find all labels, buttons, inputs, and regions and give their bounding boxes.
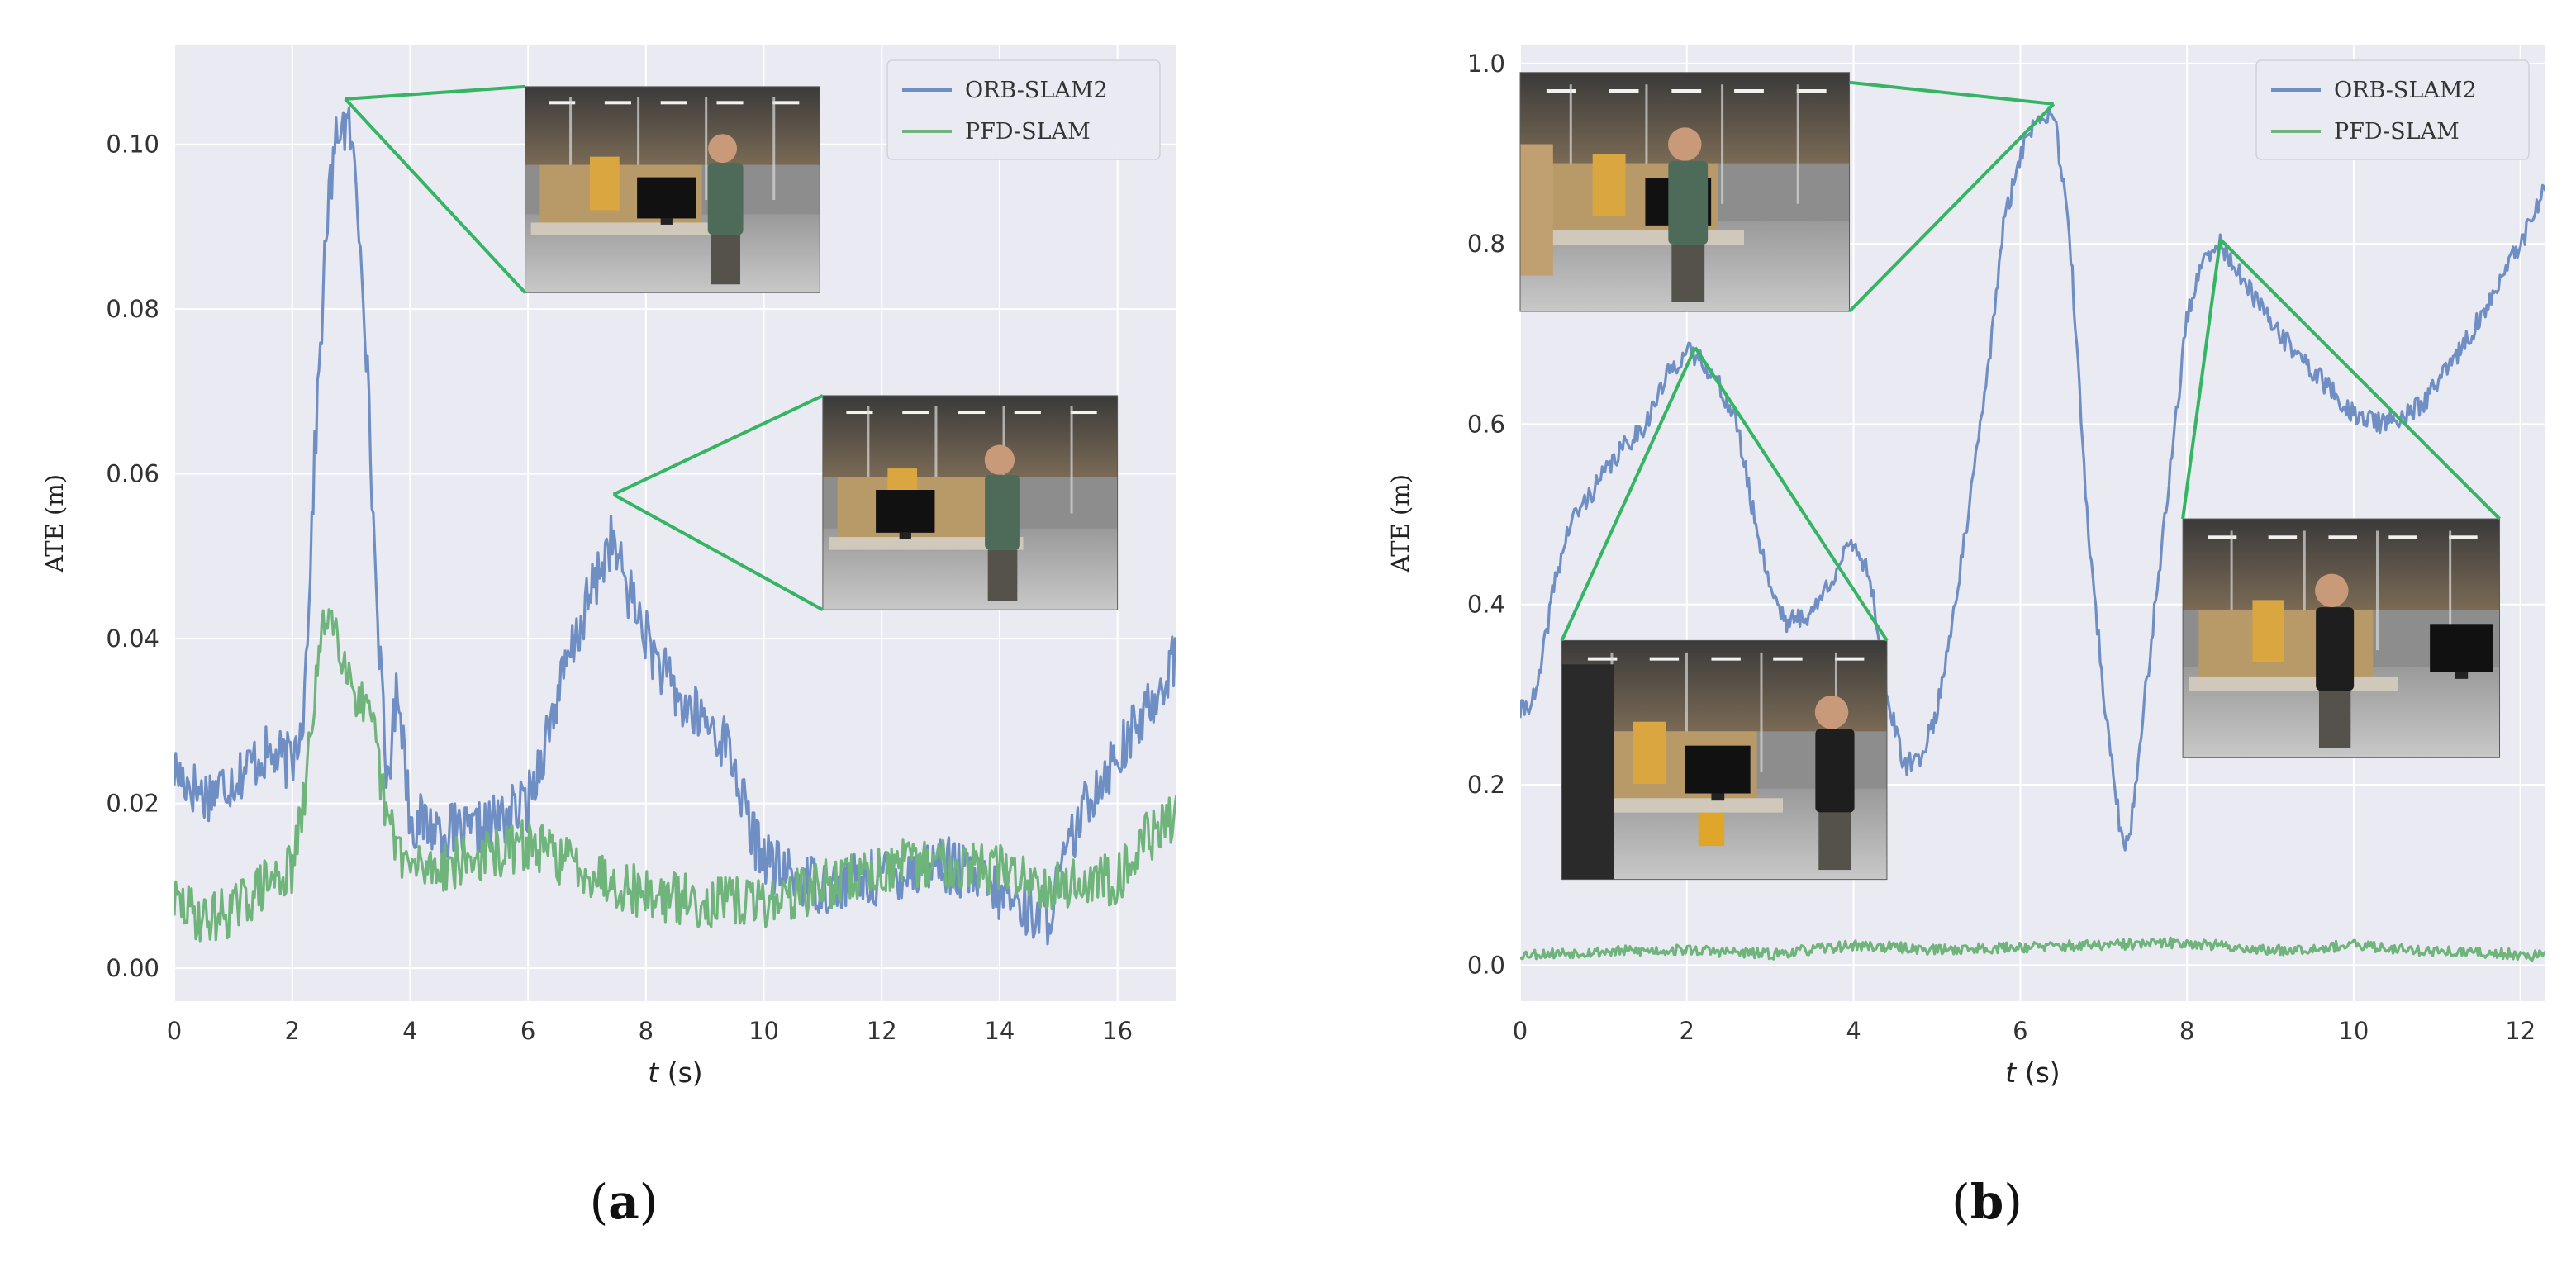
inset-b3 bbox=[2181, 238, 2501, 758]
zoom-line bbox=[612, 492, 824, 611]
y-tick-label: 0.0 bbox=[1467, 951, 1505, 979]
legend-entry: PFD-SLAM bbox=[965, 119, 1091, 145]
inset-photo bbox=[525, 86, 820, 293]
x-tick-label: 12 bbox=[2505, 1017, 2536, 1045]
zoom-line bbox=[1849, 80, 2054, 106]
zoom-line bbox=[345, 84, 525, 101]
x-tick-label: 2 bbox=[1680, 1017, 1694, 1045]
x-axis-variable: t bbox=[2005, 1057, 2017, 1089]
chart-panel-b: 0 2 4 6 8 10 12 0.0 0.2 0.4 0.6 0.8 1.0 t (s) ATE (m) O… bbox=[1386, 45, 2545, 1230]
legend-entry: ORB-SLAM2 bbox=[2334, 78, 2477, 103]
x-tick-label: 10 bbox=[749, 1017, 779, 1045]
y-tick-label: 0.4 bbox=[1467, 591, 1505, 619]
series-line-orb-slam2 bbox=[1520, 106, 2545, 852]
chart-panel-a: 0 2 4 6 8 10 12 14 16 0.00 0.02 0.04 0.06 0.08 0.10 t (… bbox=[40, 45, 1176, 1230]
y-tick-label: 0.08 bbox=[106, 295, 159, 323]
x-axis-unit: (s) bbox=[2016, 1057, 2060, 1089]
x-tick-label: 14 bbox=[984, 1017, 1015, 1045]
x-tick-label: 4 bbox=[402, 1017, 417, 1045]
inset-photo bbox=[1519, 72, 1851, 312]
series-lines bbox=[174, 107, 1176, 946]
y-axis-label: ATE (m) bbox=[1386, 474, 1414, 573]
zoom-line bbox=[344, 97, 527, 294]
inset-photo bbox=[822, 395, 1119, 610]
y-tick-label: 0.00 bbox=[106, 954, 159, 982]
series-line-pfd-slam bbox=[174, 608, 1176, 943]
legend-box bbox=[2255, 59, 2530, 160]
series-lines bbox=[1520, 106, 2545, 962]
x-tick-label: 6 bbox=[2013, 1017, 2027, 1045]
x-axis-variable: t bbox=[648, 1057, 659, 1089]
inset-a1 bbox=[344, 84, 820, 294]
y-tick-label: 0.02 bbox=[106, 790, 159, 818]
series-line-pfd-slam bbox=[1520, 936, 2545, 962]
x-axis-unit: (s) bbox=[658, 1057, 702, 1089]
y-tick-label: 0.06 bbox=[106, 460, 159, 488]
x-tick-label: 12 bbox=[867, 1017, 897, 1045]
legend: ORB-SLAM2 PFD-SLAM bbox=[2255, 59, 2530, 160]
y-tick-label: 0.8 bbox=[1467, 230, 1505, 258]
series-line-orb-slam2 bbox=[174, 107, 1176, 946]
y-tick-label: 0.10 bbox=[106, 131, 159, 159]
zoom-line bbox=[2181, 239, 2222, 520]
panel-caption: (b) bbox=[1951, 1174, 2022, 1230]
legend-entry: PFD-SLAM bbox=[2334, 119, 2460, 145]
x-tick-label: 4 bbox=[1846, 1017, 1861, 1045]
inset-b2 bbox=[1560, 346, 1889, 881]
zoom-line bbox=[2219, 238, 2501, 520]
inset-a2 bbox=[612, 394, 1119, 611]
legend-box bbox=[886, 59, 1161, 160]
y-tick-label: 0.2 bbox=[1467, 771, 1505, 799]
x-tick-label: 10 bbox=[2338, 1017, 2369, 1045]
panel-caption: (a) bbox=[590, 1174, 658, 1230]
x-axis-label: t (s) bbox=[648, 1057, 702, 1089]
zoom-line bbox=[1560, 346, 1697, 642]
y-tick-label: 0.6 bbox=[1467, 410, 1505, 438]
y-axis-label: ATE (m) bbox=[40, 474, 69, 573]
x-tick-label: 0 bbox=[167, 1017, 182, 1045]
x-tick-label: 6 bbox=[520, 1017, 535, 1045]
x-tick-label: 0 bbox=[1513, 1017, 1528, 1045]
y-tick-label: 0.04 bbox=[106, 625, 159, 653]
x-tick-label: 2 bbox=[284, 1017, 299, 1045]
x-tick-label: 8 bbox=[639, 1017, 654, 1045]
zoom-line bbox=[612, 394, 824, 496]
y-tick-label: 1.0 bbox=[1467, 50, 1505, 78]
x-tick-label: 8 bbox=[2179, 1017, 2194, 1045]
zoom-line bbox=[1848, 102, 2056, 313]
x-axis-label: t (s) bbox=[2005, 1057, 2060, 1089]
inset-photo bbox=[2182, 518, 2501, 758]
legend-entry: ORB-SLAM2 bbox=[965, 78, 1108, 103]
x-tick-label: 16 bbox=[1102, 1017, 1133, 1045]
inset-b1 bbox=[1519, 72, 2056, 313]
legend: ORB-SLAM2 PFD-SLAM bbox=[886, 59, 1161, 160]
zoom-line bbox=[1694, 346, 1889, 642]
inset-photo bbox=[1561, 639, 1888, 881]
